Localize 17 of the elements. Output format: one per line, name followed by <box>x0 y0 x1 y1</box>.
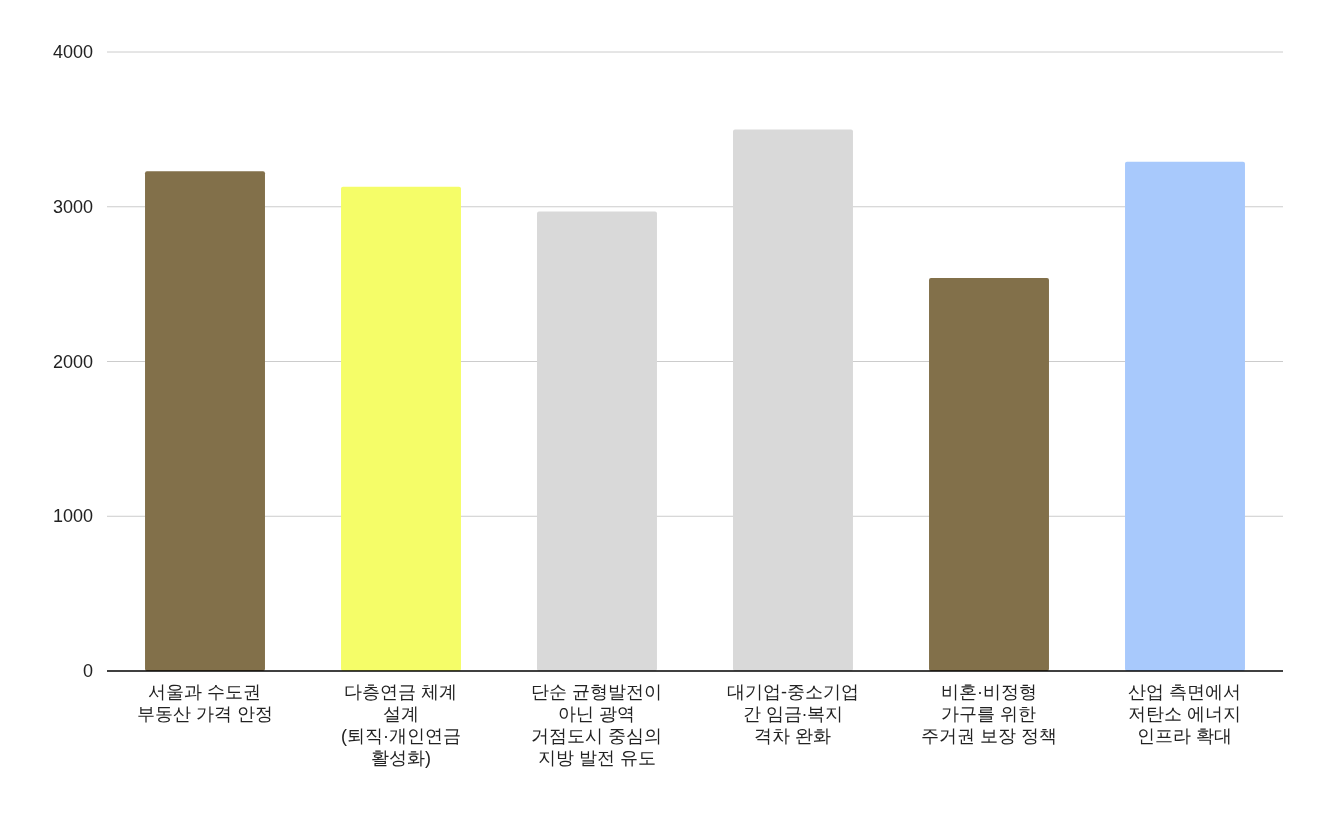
y-tick-label: 1000 <box>52 506 93 527</box>
x-tick-label: 비혼·비정형 가구를 위한 주거권 보장 정책 <box>920 682 1058 746</box>
bar <box>537 211 657 671</box>
x-tick-label: 서울과 수도권 부동산 가격 안정 <box>136 682 274 724</box>
y-tick-label: 2000 <box>52 351 93 372</box>
bar <box>341 186 461 671</box>
x-tick-label: 다층연금 체계 설계 (퇴직·개인연금 활성화) <box>341 682 461 768</box>
bar <box>145 171 265 671</box>
bar <box>1125 161 1245 671</box>
bar <box>733 129 853 671</box>
y-tick-label: 4000 <box>52 42 93 62</box>
x-tick-label: 단순 균형발전이 아닌 광역 거점도시 중심의 지방 발전 유도 <box>531 682 663 768</box>
y-tick-label: 0 <box>82 661 93 681</box>
x-tick-label: 산업 측면에서 저탄소 에너지 인프라 확대 <box>1128 682 1242 746</box>
x-tick-label: 대기업-중소기업 간 임금·복지 격차 완화 <box>727 682 859 746</box>
bar <box>929 277 1049 671</box>
y-tick-label: 3000 <box>52 196 93 217</box>
